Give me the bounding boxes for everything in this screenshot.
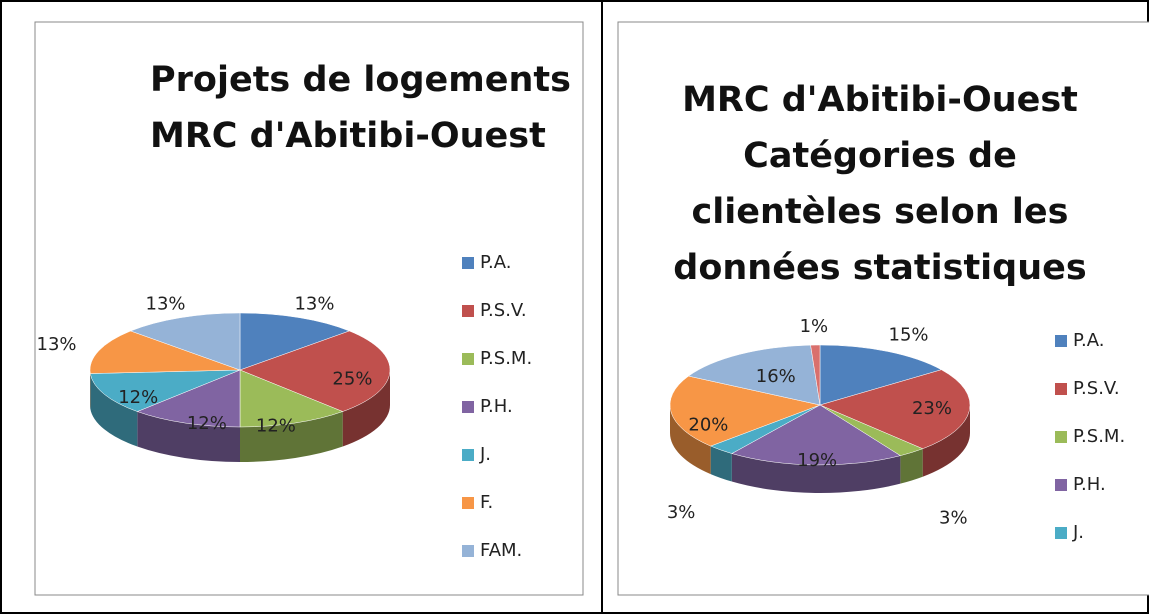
legend-swatch [462, 545, 474, 557]
pie-slice-side [900, 448, 923, 484]
data-label: 23% [912, 398, 952, 419]
legend-label: J. [479, 444, 491, 465]
data-label: 3% [667, 502, 696, 523]
legend-swatch [462, 497, 474, 509]
pie-slice [669, 375, 821, 447]
pie-slice [239, 369, 344, 428]
legend-swatch [1055, 431, 1067, 443]
pie-slice [810, 344, 821, 406]
legend-swatch [462, 257, 474, 269]
pie-slice-side [342, 370, 390, 447]
data-label: 15% [889, 325, 929, 346]
legend-label: J. [1072, 522, 1084, 543]
pie-slice [819, 344, 943, 406]
legend-swatch [1055, 335, 1067, 347]
legend-label: P.S.V. [480, 300, 527, 321]
pie-slice-side [240, 411, 343, 462]
pie-slice [136, 369, 241, 428]
chart-frame [617, 21, 1149, 596]
pie-slice-side [710, 446, 732, 482]
legend-swatch [462, 305, 474, 317]
legend-label: FAM. [480, 540, 522, 561]
pie-slice [239, 330, 391, 412]
legend-label: P.H. [1073, 474, 1106, 495]
data-label: 13% [37, 334, 77, 355]
data-label: 13% [294, 294, 334, 315]
data-label: 12% [118, 387, 158, 408]
legend-swatch [462, 353, 474, 365]
pie-slice-side [90, 373, 138, 447]
pie-slice [129, 312, 241, 371]
data-label: 13% [146, 294, 186, 315]
chart-title: MRC d'Abitibi-Ouest Catégories de client… [673, 80, 1087, 288]
chart-frame [34, 21, 584, 596]
pie-slice-side [670, 405, 711, 475]
legend-swatch [462, 401, 474, 413]
data-label: 19% [797, 450, 837, 471]
data-label: 20% [688, 415, 728, 436]
legend-label: P.S.V. [1073, 378, 1120, 399]
legend-label: P.S.M. [480, 348, 532, 369]
data-label: 12% [256, 415, 296, 436]
pie-slice-side [922, 405, 970, 477]
data-label: 12% [187, 413, 227, 434]
legend-label: P.S.M. [1073, 426, 1125, 447]
legend-swatch [1055, 479, 1067, 491]
pie-slice [731, 404, 902, 466]
pie-slice [89, 330, 241, 374]
data-label: 16% [756, 366, 796, 387]
pie-slice [687, 344, 821, 406]
legend-label: P.A. [480, 252, 512, 273]
legend-label: F. [480, 492, 493, 513]
data-label: 3% [939, 508, 968, 529]
legend-swatch [1055, 527, 1067, 539]
legend-label: P.H. [480, 396, 513, 417]
pie-slice-side [731, 453, 901, 494]
pie-slice [90, 369, 241, 412]
legend-label: P.A. [1073, 330, 1105, 351]
chart-title: Projets de logements MRC d'Abitibi-Ouest [150, 60, 571, 156]
pie-slice [819, 369, 971, 450]
legend-swatch [1055, 383, 1067, 395]
legend-swatch [462, 449, 474, 461]
data-label: 1% [800, 316, 829, 337]
pie-slice [239, 312, 351, 371]
data-label: 25% [332, 368, 372, 389]
pie-slice-side [137, 411, 240, 462]
